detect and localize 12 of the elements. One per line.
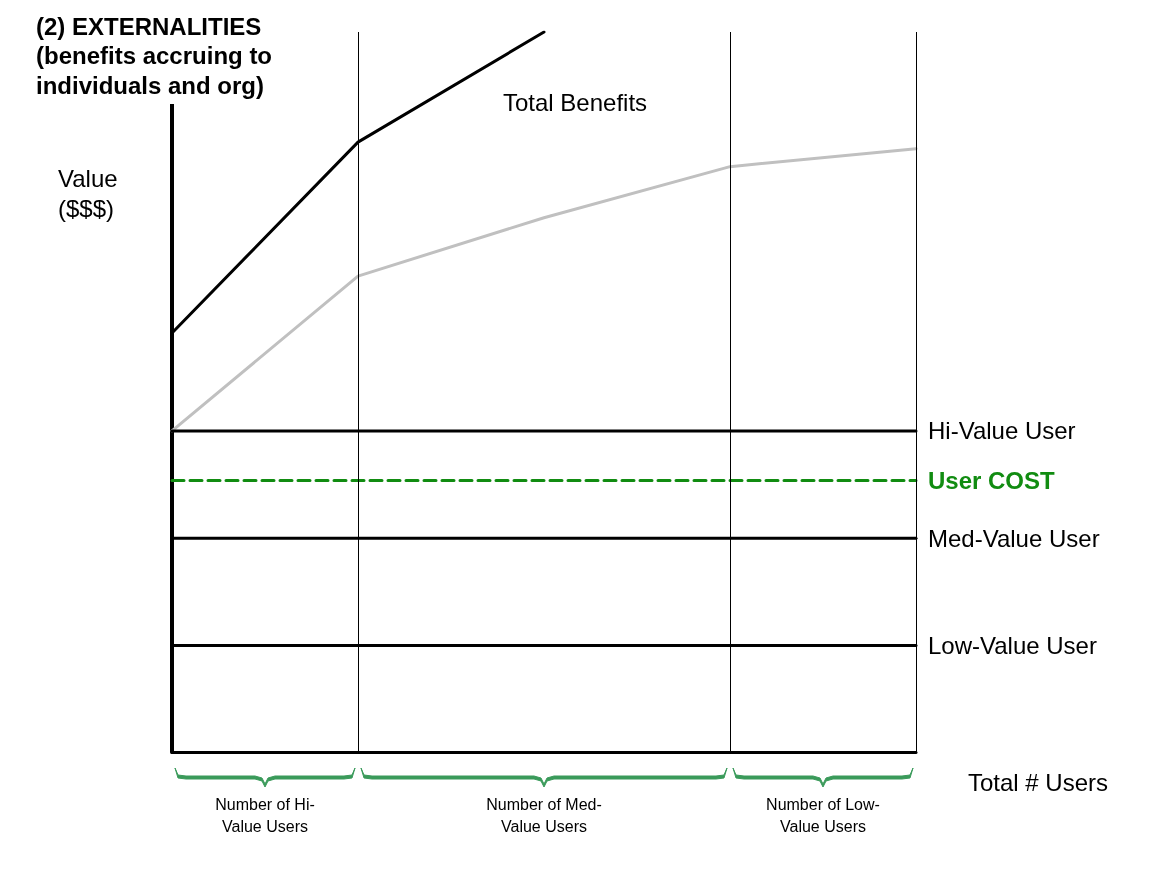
series-label: Total Benefits	[503, 88, 648, 116]
y-axis-title: Value ($$$)	[58, 164, 125, 222]
text: Number of Med-Value Users	[485, 795, 603, 837]
series-label: Hi-Value User	[928, 417, 1076, 445]
text: (benefits accruing to individuals and org)	[36, 41, 279, 99]
text: Number of Low-Value Users	[765, 795, 881, 837]
series-label: User COST	[928, 467, 1056, 495]
x-axis-title: Total # Users	[967, 768, 1109, 796]
series-label: Low-Value User	[928, 631, 1097, 659]
text: Number of Hi-Value Users	[214, 795, 316, 837]
chart-title: (2) EXTERNALITIES	[36, 12, 262, 40]
series-label: Med-Value User	[928, 524, 1100, 552]
